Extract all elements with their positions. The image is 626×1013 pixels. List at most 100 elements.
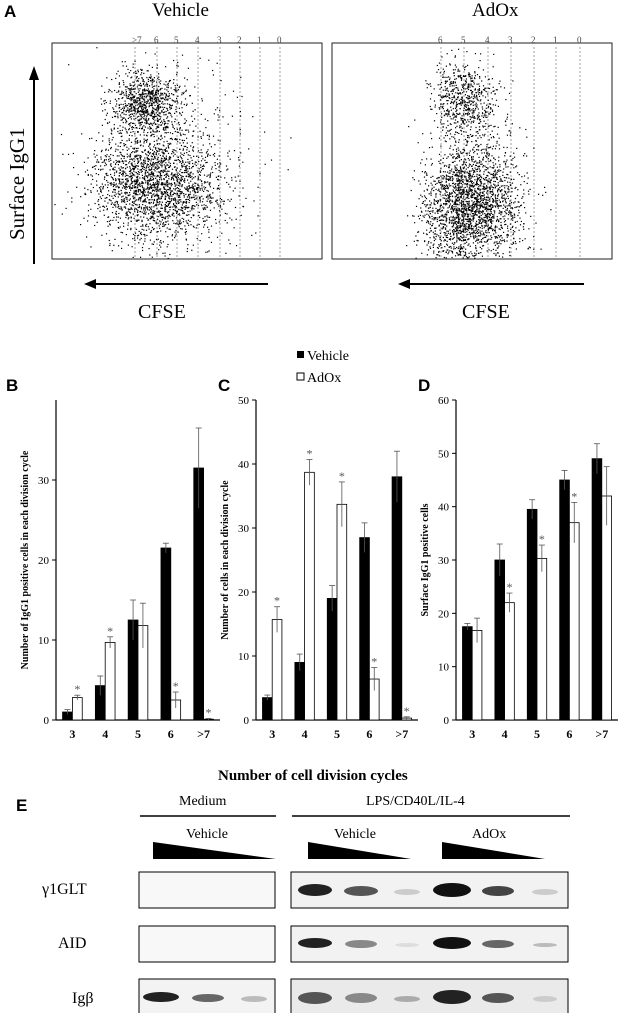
bar-adox (536, 557, 548, 721)
bar-adox (504, 602, 515, 721)
flow-y-label: Surface IgG1 (5, 127, 29, 240)
bar-adox (271, 619, 283, 721)
bar-chart-c: 0 10 20 30 40 50 Number of cells in each divis… (220, 395, 418, 741)
significance-star: * (371, 655, 377, 669)
bar-adox (104, 641, 116, 721)
category-label: 3 (269, 727, 275, 741)
significance-star: * (404, 704, 410, 718)
panel-c-label: C (218, 376, 231, 395)
y-tick-label: 50 (438, 448, 450, 460)
gel-row-label-1: γ1GLT (41, 881, 87, 898)
category-label: 6 (566, 727, 572, 741)
significance-star: * (173, 679, 179, 693)
significance-star: * (506, 580, 512, 594)
gel-band (143, 992, 179, 1002)
y-tick-label: 20 (238, 587, 250, 599)
gel-band (482, 993, 514, 1003)
significance-star: * (274, 594, 280, 608)
legend-swatch-adox (296, 372, 305, 381)
category-label: 6 (366, 727, 372, 741)
gel-band (298, 884, 332, 896)
gel-box (290, 871, 569, 909)
gel-band (533, 996, 557, 1002)
bar-adox (601, 495, 612, 721)
gel-box (138, 871, 276, 909)
bar-vehicle (526, 508, 538, 721)
category-label: 3 (69, 727, 75, 741)
cfse-label-right: CFSE (462, 301, 510, 323)
gel-row-label-2: AID (58, 935, 86, 952)
arrow-left-icon (398, 279, 410, 289)
medium-label: Medium (179, 794, 227, 809)
division-tick-label: 0 (577, 35, 582, 45)
gel-band (395, 943, 419, 947)
shared-x-label: Number of cell division cycles (218, 768, 408, 784)
bar-adox (569, 522, 580, 721)
bar-chart-b: 0 10 20 30 Number of IgG1 positive cells in … (20, 400, 220, 741)
panel-d-label: D (418, 376, 431, 395)
bar-vehicle (462, 626, 473, 721)
category-label: 5 (135, 727, 141, 741)
bar-vehicle (391, 476, 403, 721)
gel-band (344, 886, 378, 896)
flow-left-title: Vehicle (152, 0, 209, 21)
bar-vehicle (494, 559, 506, 721)
lps-vehicle-label: Vehicle (334, 827, 376, 842)
category-label: 5 (334, 727, 340, 741)
division-tick-label: 0 (277, 35, 282, 45)
y-tick-label: 30 (438, 555, 450, 567)
category-label: 3 (469, 727, 475, 741)
gel-band (394, 889, 420, 895)
bar-vehicle (359, 537, 370, 721)
lps-adox-label: AdOx (472, 827, 506, 842)
y-tick-label: 0 (244, 715, 250, 727)
division-tick-label: 1 (553, 35, 558, 45)
category-label: 4 (102, 727, 108, 741)
dilution-wedge-icon (308, 842, 411, 859)
gel-band (533, 943, 557, 947)
flow-plot-adox: 6 5 4 3 2 1 0 (331, 35, 613, 260)
bar-adox (304, 471, 315, 721)
gel-band (433, 990, 471, 1004)
bar-vehicle (591, 458, 603, 721)
gel-band (241, 996, 267, 1002)
gel-band (532, 889, 558, 895)
bar-vehicle (262, 697, 273, 721)
legend-swatch-vehicle (297, 351, 304, 358)
division-tick-label: 3 (508, 35, 513, 45)
panel-b-label: B (6, 376, 19, 395)
division-tick-label: 4 (195, 35, 200, 45)
gel-band (345, 940, 377, 948)
gel-figure: Medium LPS/CD40L/IL-4 Vehicle Vehicle Ad… (41, 794, 570, 1013)
significance-star: * (74, 682, 80, 696)
division-tick-label: 4 (485, 35, 490, 45)
bar-adox (72, 697, 83, 721)
y-tick-label: 10 (438, 662, 450, 674)
gel-row-label-3: Igβ (72, 990, 93, 1007)
y-tick-label: 0 (44, 715, 50, 727)
significance-star: * (539, 532, 545, 546)
category-label: 4 (502, 727, 508, 741)
y-tick-label: 30 (238, 523, 250, 535)
y-tick-label: 20 (438, 608, 450, 620)
y-tick-label: 50 (238, 395, 250, 407)
significance-star: * (339, 469, 345, 483)
division-tick-label: 2 (237, 35, 242, 45)
division-tick-label: >7 (132, 35, 142, 45)
division-tick-label: 2 (531, 35, 536, 45)
bar-vehicle (294, 661, 306, 721)
panel-e-label: E (16, 796, 28, 815)
gel-band (192, 994, 224, 1002)
division-tick-label: 6 (154, 35, 159, 45)
arrow-left-icon (84, 279, 96, 289)
legend: Vehicle AdOx (296, 349, 349, 386)
gel-band (298, 992, 332, 1004)
category-label: 5 (534, 727, 540, 741)
significance-star: * (206, 705, 212, 719)
division-tick-label: 5 (461, 35, 466, 45)
bar-vehicle (559, 479, 570, 721)
gel-band (394, 996, 420, 1002)
gel-band (482, 886, 514, 896)
dilution-wedge-icon (153, 842, 276, 859)
division-tick-label: 6 (438, 35, 443, 45)
